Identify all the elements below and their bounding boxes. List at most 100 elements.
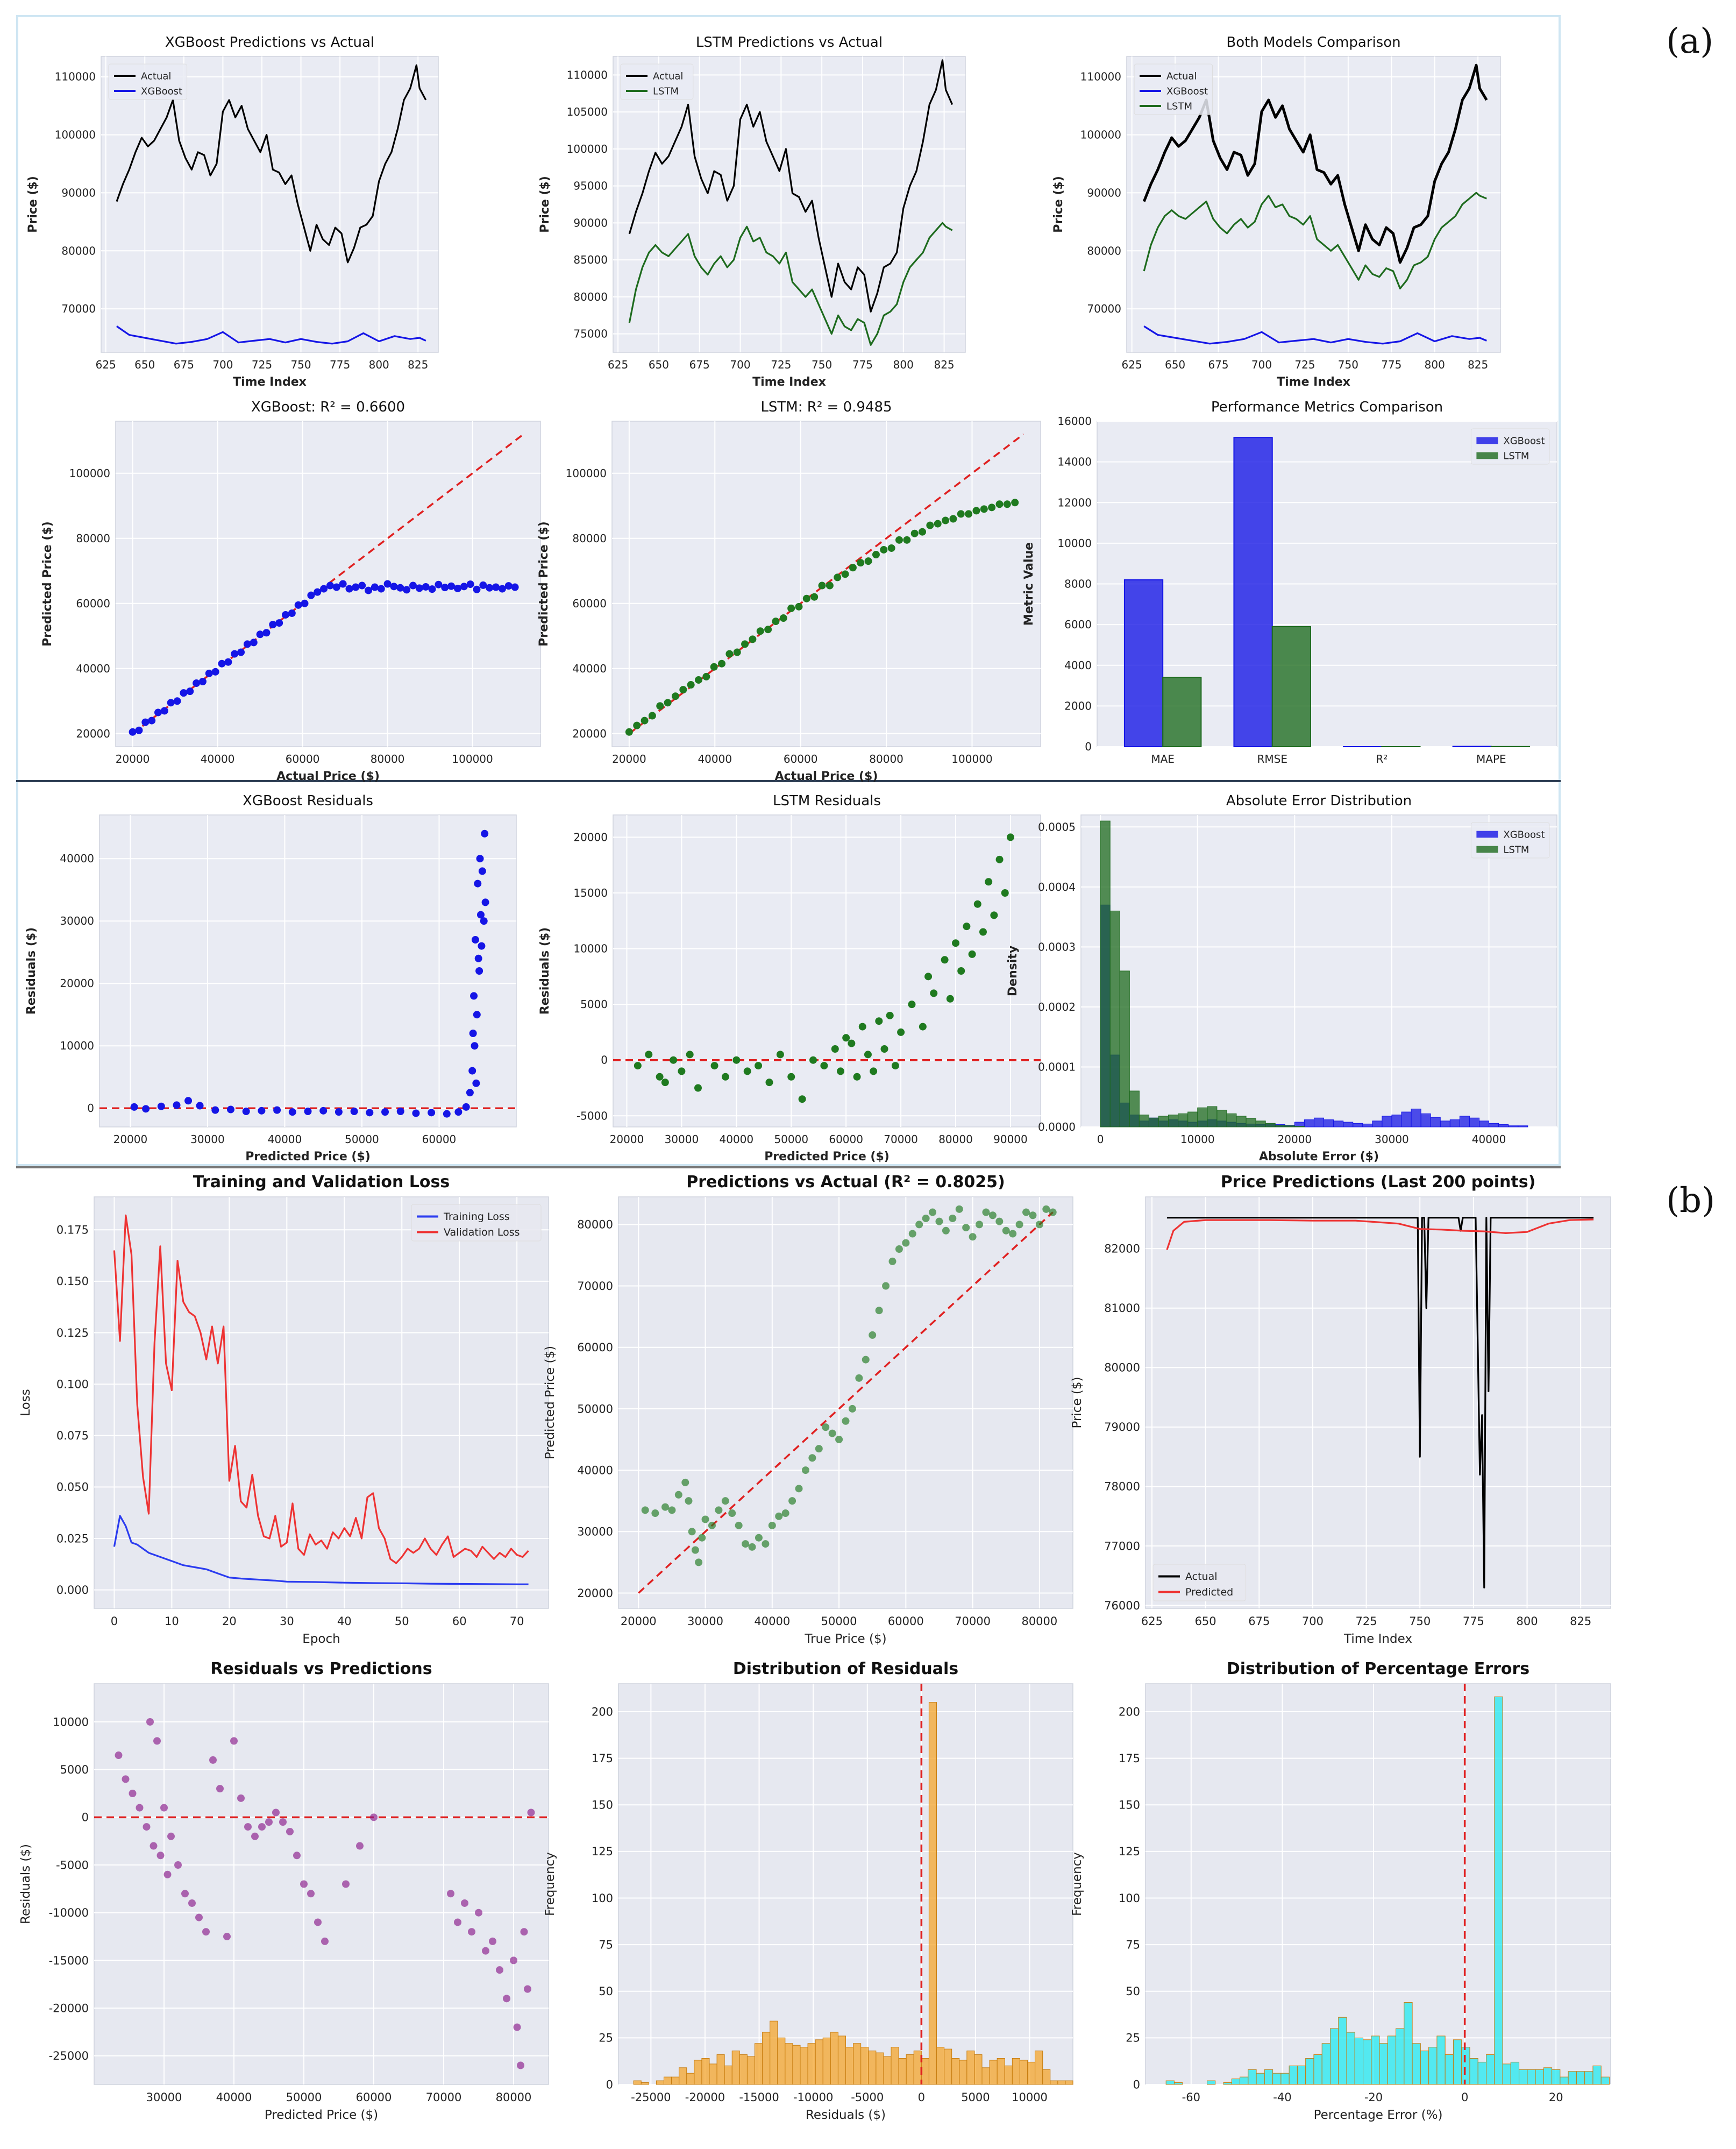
x-tick-label: 100000 [452, 753, 493, 765]
chart-title: Price Predictions (Last 200 points) [1221, 1173, 1536, 1191]
data-point [358, 581, 366, 590]
data-point [980, 505, 988, 513]
x-tick-label: 825 [934, 358, 954, 371]
data-point [193, 679, 201, 687]
histogram-bin [1297, 2065, 1306, 2085]
x-tick-label: 60 [452, 1615, 467, 1628]
data-point [196, 1102, 204, 1110]
y-tick-label: 100 [1119, 1892, 1140, 1905]
data-point [835, 1436, 843, 1444]
y-tick-label: 25 [599, 2032, 613, 2045]
x-tick-label: 50000 [345, 1133, 379, 1146]
data-point [935, 1217, 943, 1225]
plot-background [101, 56, 439, 353]
x-tick-label: 80000 [1021, 1615, 1057, 1628]
y-axis-label: Predicted Price ($) [543, 1346, 557, 1459]
x-tick-label: 30000 [146, 2091, 182, 2104]
data-point [985, 878, 993, 886]
plot-marks [638, 1205, 1057, 1594]
data-point [848, 1039, 856, 1047]
y-tick-label: 80000 [1104, 1361, 1140, 1374]
y-tick-label: 0.050 [56, 1481, 89, 1494]
histogram-bin [1371, 2035, 1380, 2085]
x-tick-label: 800 [893, 358, 914, 371]
chart-title: Predictions vs Actual (R² = 0.8025) [686, 1173, 1005, 1191]
data-point [481, 898, 489, 906]
data-point [482, 1947, 489, 1955]
data-point [181, 1890, 189, 1898]
data-point [211, 1106, 219, 1114]
y-tick-label: 0.125 [56, 1327, 89, 1339]
series-line-training-loss [113, 1515, 529, 1585]
x-tick-label: 750 [1409, 1615, 1431, 1628]
histogram-bin [1109, 910, 1120, 1127]
data-point [880, 545, 888, 554]
data-point [342, 1880, 350, 1888]
legend: Training Loss Validation Loss [411, 1204, 542, 1242]
x-tick-label: 30000 [665, 1133, 699, 1146]
data-point [468, 1928, 475, 1936]
data-point [656, 1073, 664, 1081]
data-point [895, 1245, 903, 1253]
plot-background [613, 56, 966, 353]
chart-title: XGBoost: R² = 0.6600 [251, 399, 405, 415]
y-tick-label: 30000 [577, 1526, 613, 1538]
y-axis-label: Frequency [1070, 1852, 1084, 1916]
y-tick-label: 30000 [60, 914, 94, 927]
x-axis-label: Percentage Error (%) [1314, 2108, 1443, 2122]
data-point [157, 1102, 165, 1110]
data-point [332, 583, 340, 591]
histogram-bin [1498, 1124, 1509, 1127]
histogram-bin [1592, 2065, 1602, 2085]
data-point [976, 1221, 984, 1229]
y-tick-label: 10000 [60, 1039, 94, 1052]
y-tick-label: 105000 [567, 105, 608, 118]
data-point [520, 1928, 528, 1936]
data-point [678, 1067, 686, 1075]
data-point [335, 1108, 343, 1116]
histogram-bin [822, 2037, 831, 2085]
histogram-bin [1401, 1111, 1412, 1127]
y-tick-label: 50000 [577, 1402, 613, 1415]
x-axis-label: Predicted Price ($) [245, 1150, 371, 1164]
data-point [345, 585, 353, 593]
data-point [1022, 1208, 1030, 1216]
data-point [826, 581, 834, 590]
y-tick-label: 20000 [76, 727, 110, 740]
histogram-bin [1275, 1125, 1285, 1127]
series-line-actual [116, 64, 427, 264]
panel-label-a: (a) [1666, 22, 1714, 61]
histogram-bin [1372, 1120, 1383, 1127]
x-tick-label: 50000 [821, 1615, 857, 1628]
data-point [962, 1224, 970, 1232]
histogram-bin [959, 2060, 967, 2085]
histogram-bin [1343, 1122, 1354, 1127]
x-tick-label: 60000 [286, 753, 320, 765]
data-point [755, 1534, 763, 1542]
histogram-bin [1289, 2065, 1298, 2085]
x-tick-label: -60 [1182, 2091, 1200, 2104]
data-point [765, 1079, 773, 1087]
data-point [454, 1108, 463, 1116]
histogram-bin [913, 2051, 922, 2085]
x-axis-label: Time Index [1343, 1632, 1412, 1646]
y-tick-label: 0.025 [56, 1532, 89, 1545]
legend-label: LSTM [1166, 101, 1192, 112]
y-tick-label: 70000 [577, 1280, 613, 1293]
histogram-bin [989, 2060, 998, 2085]
y-tick-label: 50 [599, 1985, 613, 1998]
x-tick-label: 750 [290, 358, 311, 371]
data-point [1009, 1230, 1017, 1238]
data-point [674, 1491, 682, 1499]
data-point [681, 1478, 689, 1486]
y-tick-label: 125 [592, 1845, 613, 1858]
x-axis-label: Absolute Error ($) [1259, 1150, 1379, 1164]
data-point [963, 923, 971, 931]
x-tick-label: -25000 [631, 2091, 671, 2104]
legend-label: XGBoost [1503, 435, 1545, 446]
y-tick-label: 0 [87, 1102, 94, 1115]
data-point [664, 699, 672, 707]
histogram-bin [1338, 2017, 1347, 2085]
data-point [864, 557, 872, 565]
data-point [715, 1506, 723, 1514]
